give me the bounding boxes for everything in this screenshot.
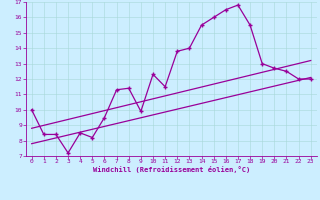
- X-axis label: Windchill (Refroidissement éolien,°C): Windchill (Refroidissement éolien,°C): [92, 166, 250, 173]
